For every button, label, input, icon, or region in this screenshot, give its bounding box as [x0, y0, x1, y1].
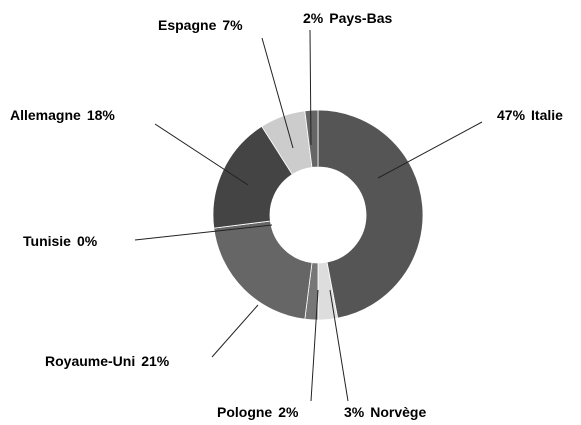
slice-label: 2% Pays-Bas	[303, 10, 392, 26]
slice	[213, 220, 313, 320]
category-label: Pologne	[217, 404, 272, 420]
leader-line	[134, 224, 273, 241]
leader-line	[154, 123, 249, 186]
category-label: Pays-Bas	[329, 10, 392, 26]
slice	[317, 109, 424, 319]
leader-line	[211, 304, 259, 358]
value-label: 2%	[278, 404, 299, 420]
category-label: Royaume-Uni	[45, 353, 135, 369]
category-label: Allemagne	[10, 107, 81, 123]
category-label: Norvège	[370, 404, 426, 420]
slice-label: Tunisie 0%	[23, 233, 98, 249]
value-label: 2%	[303, 10, 324, 26]
category-label: Espagne	[158, 17, 217, 33]
value-label: 0%	[77, 233, 98, 249]
value-label: 7%	[222, 17, 243, 33]
category-label: Tunisie	[23, 233, 71, 249]
leader-line	[329, 289, 349, 402]
leader-line	[377, 121, 483, 179]
slice-label: Espagne 7%	[158, 17, 243, 33]
slice-label: Pologne 2%	[217, 404, 299, 420]
value-label: 18%	[87, 107, 116, 123]
leader-line	[309, 29, 312, 146]
slice-label: Royaume-Uni 21%	[45, 353, 170, 369]
leader-line	[261, 37, 294, 149]
slice-label: 3% Norvège	[344, 404, 426, 420]
category-label: Italie	[531, 107, 563, 123]
slice-label: 47% Italie	[497, 107, 563, 123]
slice-label: Allemagne 18%	[10, 107, 115, 123]
value-label: 21%	[141, 353, 170, 369]
value-label: 47%	[497, 107, 526, 123]
leader-line	[310, 289, 319, 402]
value-label: 3%	[344, 404, 365, 420]
